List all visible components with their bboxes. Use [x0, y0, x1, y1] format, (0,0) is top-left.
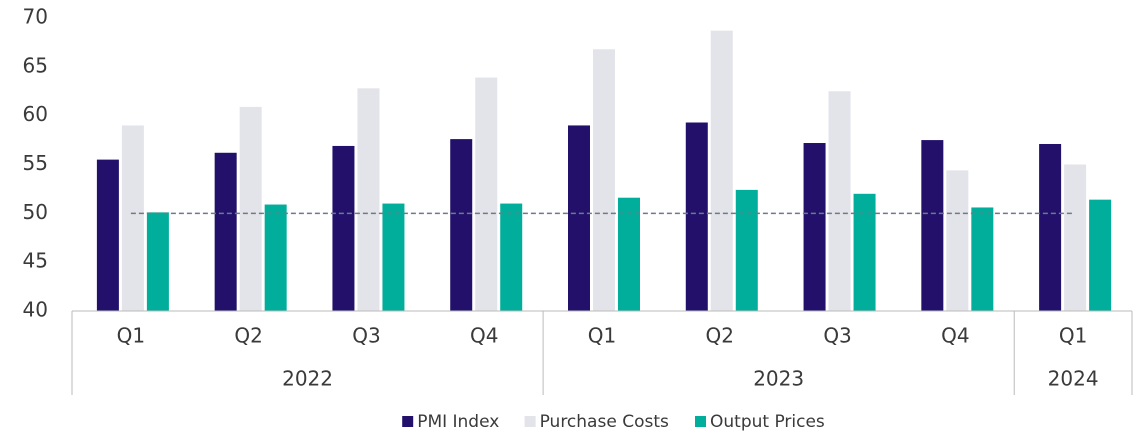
y-tick-label: 65 — [23, 53, 48, 77]
x-tick-label: Q1 — [1059, 324, 1087, 348]
legend-label: PMI Index — [417, 412, 499, 432]
bar — [593, 49, 615, 312]
bar — [568, 125, 590, 311]
legend-label: Output Prices — [710, 412, 825, 432]
x-tick-label: Q2 — [234, 324, 262, 348]
bar — [971, 207, 994, 311]
group-label: 2022 — [282, 367, 333, 391]
bar — [264, 204, 287, 311]
legend-label: Purchase Costs — [540, 412, 669, 432]
bar — [500, 203, 523, 311]
y-tick-label: 45 — [23, 249, 48, 273]
y-tick-label: 70 — [23, 5, 48, 29]
bar — [1039, 143, 1062, 311]
bar — [946, 170, 969, 311]
bar — [146, 212, 169, 311]
legend-swatch — [695, 416, 706, 427]
bar — [450, 139, 473, 311]
x-tick-label: Q2 — [706, 324, 734, 348]
x-tick-label: Q1 — [117, 324, 145, 348]
legend-swatch — [524, 416, 536, 427]
x-tick-label: Q1 — [588, 324, 616, 348]
y-tick-label: 60 — [23, 102, 48, 126]
x-tick-label: Q3 — [352, 324, 380, 348]
bar — [618, 197, 640, 311]
bar — [853, 193, 876, 311]
y-tick-label: 40 — [23, 298, 48, 322]
bar — [685, 122, 708, 312]
bar — [1064, 164, 1087, 311]
group-label: 2024 — [1048, 367, 1099, 391]
bar — [357, 88, 380, 311]
legend-swatch — [402, 416, 414, 427]
group-label: 2023 — [753, 367, 804, 391]
bar — [475, 77, 498, 312]
bar — [710, 30, 733, 312]
bar — [1089, 199, 1112, 311]
bar — [828, 91, 851, 311]
bar — [803, 143, 826, 311]
x-tick-label: Q4 — [470, 324, 498, 348]
y-tick-label: 55 — [23, 151, 48, 175]
x-tick-label: Q3 — [823, 324, 851, 348]
bar — [921, 140, 944, 311]
bar — [332, 145, 355, 311]
bar — [96, 159, 119, 311]
x-tick-label: Q4 — [941, 324, 969, 348]
bar — [239, 106, 262, 311]
bar — [214, 152, 237, 311]
bar — [382, 203, 405, 311]
bar — [121, 125, 144, 311]
bar — [735, 189, 758, 311]
y-tick-label: 50 — [23, 200, 48, 224]
